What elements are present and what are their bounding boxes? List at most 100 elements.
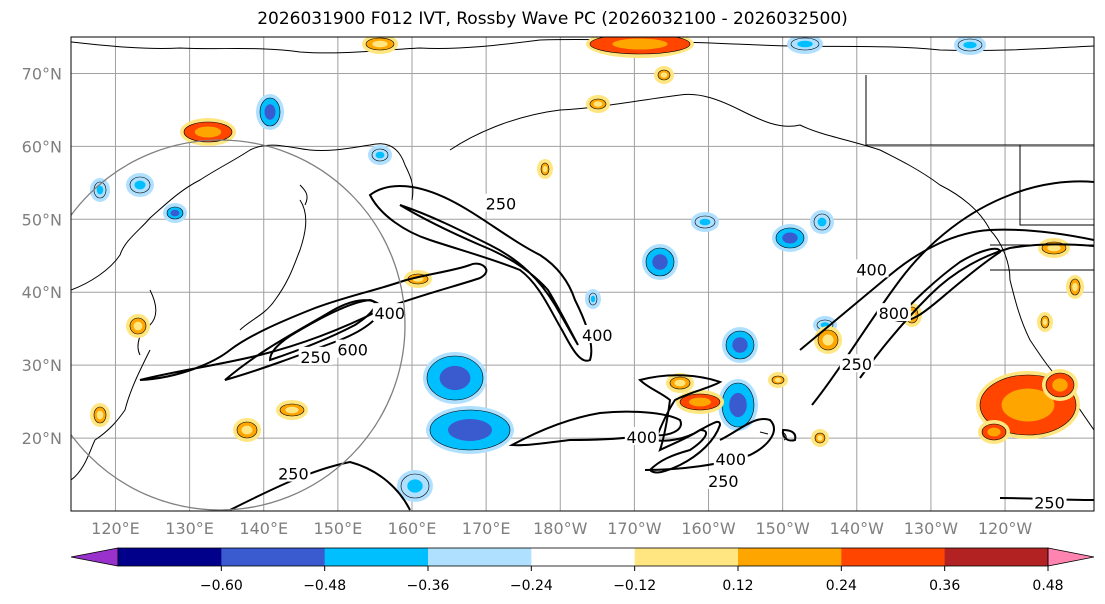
colorbar-bin [634, 548, 739, 566]
x-tick-label: 140°E [239, 519, 288, 538]
contour-label-bg [580, 324, 615, 343]
latitude-tick-labels: 70°N 60°N 50°N 40°N 30°N 20°N [22, 64, 62, 448]
ivt-contours [139, 180, 1094, 511]
anomaly-core [1072, 282, 1078, 292]
anomaly-core [241, 425, 253, 435]
contour-label-bg [624, 427, 659, 446]
contour-label: 600 [337, 341, 368, 360]
contour-label: 400 [627, 428, 658, 447]
x-tick-label: 170°W [607, 519, 662, 538]
anomaly-core [817, 435, 823, 441]
graticule-grid [71, 37, 1094, 511]
contour-label: 250 [278, 465, 309, 484]
anomaly-core [1001, 388, 1055, 422]
colorbar-tick-label: 0.36 [929, 578, 960, 594]
colorbar-tick-label: −0.12 [613, 578, 656, 594]
x-tick-label: 120°W [978, 519, 1033, 538]
y-tick-label: 30°N [22, 356, 62, 375]
x-tick-label: 160°E [388, 519, 437, 538]
contour-label-bg [276, 463, 311, 482]
anomaly-core [439, 365, 471, 391]
anomaly-core [285, 406, 299, 414]
colorbar-tick-label: −0.36 [407, 578, 450, 594]
contour-label-bg [335, 339, 370, 358]
anomaly-core [542, 165, 548, 173]
x-tick-label: 130°E [165, 519, 214, 538]
longitude-tick-labels: 120°E 130°E 140°E 150°E 160°E 170°E 180°W 170°W… [91, 519, 1032, 538]
anomaly-core [822, 334, 834, 346]
colorbar: −0.60 −0.48 −0.36 −0.24 −0.12 0.12 0.24 0.36 0.4… [70, 547, 1095, 594]
contour-label: 400 [374, 304, 405, 323]
anomaly-core [1042, 318, 1048, 326]
contour-label: 250 [1034, 494, 1065, 513]
colorbar-tick-label: −0.24 [510, 578, 553, 594]
colorbar-extend-min [70, 547, 119, 567]
x-tick-label: 150°E [314, 519, 363, 538]
anomaly-core [817, 217, 827, 227]
y-tick-label: 20°N [22, 429, 62, 448]
coastlines [71, 38, 1094, 481]
contour-label: 250 [842, 355, 873, 374]
contour-label: 250 [708, 472, 739, 491]
anomaly-core [652, 254, 668, 270]
colorbar-tick-label: −0.60 [200, 578, 243, 594]
x-tick-label: 160°W [681, 519, 736, 538]
anomaly-core [660, 72, 668, 78]
contour-label: 800 [879, 304, 910, 323]
plot-frame [70, 36, 1095, 512]
anomaly-core [987, 427, 1001, 437]
anomaly-core [590, 295, 596, 303]
anomaly-core [774, 377, 782, 383]
y-tick-label: 70°N [22, 64, 62, 83]
y-tick-label: 60°N [22, 137, 62, 156]
anomaly-core [407, 479, 423, 493]
contour-label-bg [876, 303, 911, 322]
anomaly-core [134, 180, 146, 190]
reference-circle [71, 139, 406, 511]
ivt-shaded-anomalies [90, 37, 1084, 502]
colorbar-extend-max [1047, 547, 1095, 567]
contour-label-bg [298, 346, 333, 365]
contour-label-bg [1032, 492, 1067, 511]
anomaly-core [375, 151, 385, 159]
anomaly-core [133, 321, 143, 331]
colorbar-bin [841, 548, 946, 566]
colorbar-bin [118, 548, 222, 566]
y-tick-label: 40°N [22, 283, 62, 302]
contour-label-bg [483, 193, 518, 212]
colorbar-bin [428, 548, 532, 566]
contour-label: 250 [300, 348, 331, 367]
contour-label: 400 [715, 450, 746, 469]
colorbar-bin [324, 548, 429, 566]
contour-label: 400 [582, 326, 613, 345]
x-tick-label: 150°W [755, 519, 810, 538]
colorbar-bin [531, 548, 636, 566]
anomaly-core [612, 38, 668, 50]
x-tick-label: 130°W [904, 519, 959, 538]
anomaly-core [797, 40, 813, 48]
x-tick-label: 170°E [462, 519, 511, 538]
anomaly-core [372, 40, 388, 48]
colorbar-bin [738, 548, 842, 566]
anomaly-core [729, 392, 747, 418]
anomaly-core [732, 337, 748, 353]
contour-label-bg [372, 303, 407, 322]
anomaly-core [689, 397, 711, 407]
anomaly-core [448, 419, 492, 441]
colorbar-frame [117, 547, 1049, 567]
contour-label-bg [713, 448, 748, 467]
anomaly-core [96, 185, 104, 195]
contour-label-bg [839, 354, 874, 373]
contour-label-bg [854, 259, 889, 278]
anomaly-core [96, 410, 104, 420]
x-tick-label: 120°E [91, 519, 140, 538]
anomaly-core [1047, 244, 1061, 252]
colorbar-tick-label: −0.48 [303, 578, 346, 594]
contour-label: 400 [856, 260, 887, 279]
anomaly-core [674, 379, 686, 387]
colorbar-bin [221, 548, 326, 566]
anomaly-core [1052, 378, 1068, 392]
anomaly-core [963, 41, 977, 49]
x-tick-label: 180°W [533, 519, 588, 538]
